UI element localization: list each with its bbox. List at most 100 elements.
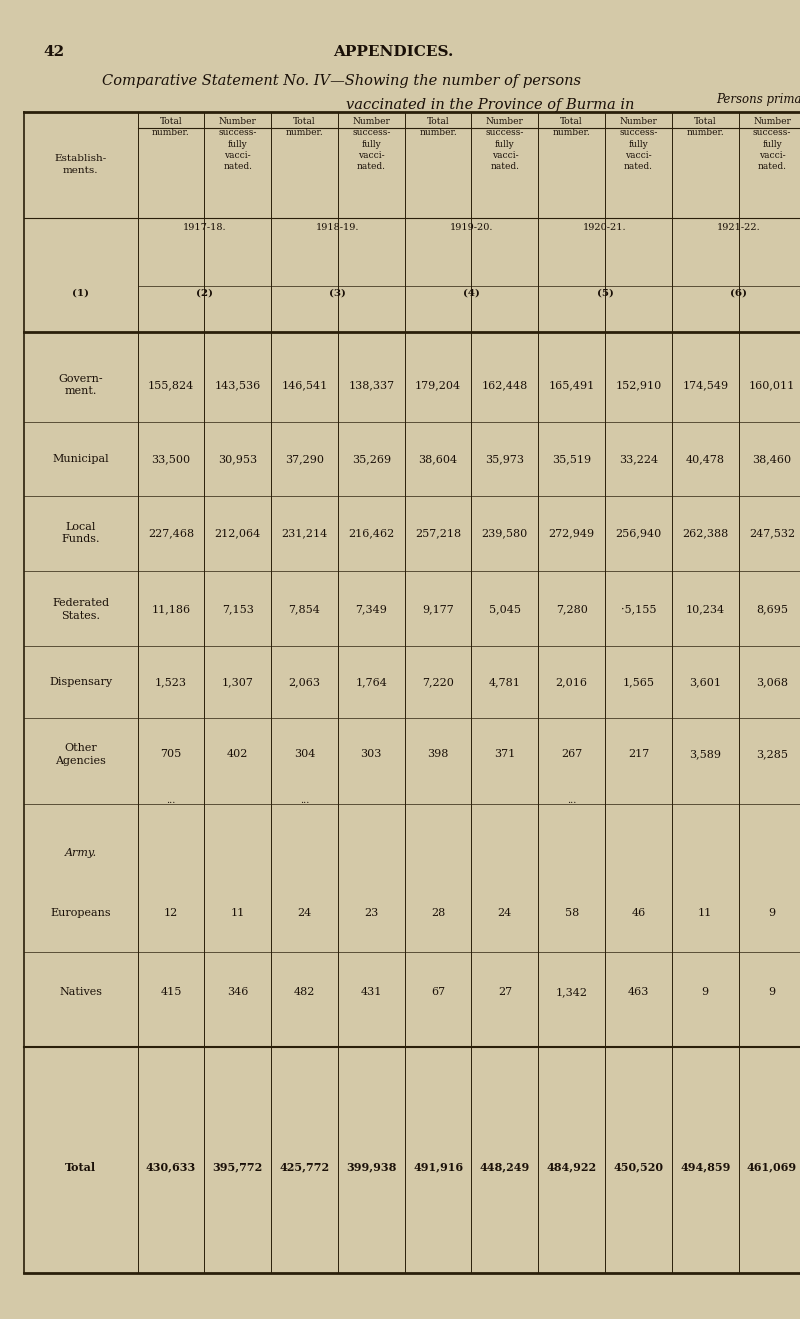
Text: 33,224: 33,224 — [619, 454, 658, 464]
Text: 482: 482 — [294, 987, 315, 997]
Text: 7,153: 7,153 — [222, 604, 254, 615]
Text: 461,069: 461,069 — [747, 1162, 797, 1173]
Text: Local
Funds.: Local Funds. — [62, 522, 100, 543]
Text: 430,633: 430,633 — [146, 1162, 196, 1173]
Text: 5,045: 5,045 — [489, 604, 521, 615]
Text: 23: 23 — [364, 907, 378, 918]
Text: 272,949: 272,949 — [549, 528, 594, 538]
Text: 212,064: 212,064 — [214, 528, 261, 538]
Text: APPENDICES.: APPENDICES. — [333, 45, 453, 59]
Text: 227,468: 227,468 — [148, 528, 194, 538]
Text: 152,910: 152,910 — [615, 380, 662, 390]
Text: 1917-18.: 1917-18. — [182, 223, 226, 232]
Text: Total
number.: Total number. — [152, 117, 190, 137]
Text: ...: ... — [567, 797, 576, 805]
Text: 1920-21.: 1920-21. — [583, 223, 627, 232]
Text: Federated
States.: Federated States. — [52, 599, 109, 620]
Text: 11: 11 — [698, 907, 712, 918]
Text: ·5,155: ·5,155 — [621, 604, 656, 615]
Text: 67: 67 — [431, 987, 445, 997]
Text: 2,063: 2,063 — [289, 677, 321, 687]
Text: 262,388: 262,388 — [682, 528, 728, 538]
Text: 1,565: 1,565 — [622, 677, 654, 687]
Text: 415: 415 — [160, 987, 182, 997]
Text: 402: 402 — [227, 749, 248, 760]
Text: Total: Total — [65, 1162, 96, 1173]
Text: 37,290: 37,290 — [285, 454, 324, 464]
Text: (2): (2) — [196, 289, 213, 298]
Text: ...: ... — [300, 797, 309, 805]
Text: Europeans: Europeans — [50, 907, 111, 918]
Text: 303: 303 — [361, 749, 382, 760]
Text: 7,349: 7,349 — [355, 604, 387, 615]
Text: Number
success-
fully
vacci-
nated.: Number success- fully vacci- nated. — [619, 117, 658, 170]
Text: 398: 398 — [427, 749, 449, 760]
Text: 7,854: 7,854 — [289, 604, 321, 615]
Text: 4,781: 4,781 — [489, 677, 521, 687]
Text: 9: 9 — [702, 987, 709, 997]
Text: 425,772: 425,772 — [279, 1162, 330, 1173]
Text: (6): (6) — [730, 289, 747, 298]
Text: 3,285: 3,285 — [756, 749, 788, 760]
Text: 11: 11 — [230, 907, 245, 918]
Text: Comparative Statement No. IV—Showing the number of persons: Comparative Statement No. IV—Showing the… — [102, 74, 581, 88]
Text: 1,523: 1,523 — [155, 677, 187, 687]
Text: 216,462: 216,462 — [348, 528, 394, 538]
Text: (3): (3) — [330, 289, 346, 298]
Text: 431: 431 — [361, 987, 382, 997]
Text: 1919-20.: 1919-20. — [450, 223, 494, 232]
Text: 40,478: 40,478 — [686, 454, 725, 464]
Text: 146,541: 146,541 — [282, 380, 328, 390]
Text: 7,220: 7,220 — [422, 677, 454, 687]
Text: 247,532: 247,532 — [749, 528, 795, 538]
Text: 160,011: 160,011 — [749, 380, 795, 390]
Text: 46: 46 — [631, 907, 646, 918]
Text: vaccinated in the Province of Burma in: vaccinated in the Province of Burma in — [346, 98, 634, 112]
Text: (5): (5) — [597, 289, 614, 298]
Text: Number
success-
fully
vacci-
nated.: Number success- fully vacci- nated. — [753, 117, 791, 170]
Text: 24: 24 — [498, 907, 512, 918]
Text: 38,604: 38,604 — [418, 454, 458, 464]
Text: 35,973: 35,973 — [486, 454, 524, 464]
Text: (1): (1) — [72, 289, 89, 298]
Text: 8,695: 8,695 — [756, 604, 788, 615]
Text: Army.: Army. — [65, 848, 97, 859]
Text: 2,016: 2,016 — [556, 677, 588, 687]
Text: 33,500: 33,500 — [151, 454, 190, 464]
Text: 267: 267 — [561, 749, 582, 760]
Text: Establish-
ments.: Establish- ments. — [54, 154, 106, 175]
Text: Number
success-
fully
vacci-
nated.: Number success- fully vacci- nated. — [486, 117, 524, 170]
Text: 217: 217 — [628, 749, 649, 760]
Text: Total
number.: Total number. — [553, 117, 590, 137]
Text: 3,068: 3,068 — [756, 677, 788, 687]
Text: 1921-22.: 1921-22. — [717, 223, 761, 232]
Text: 450,520: 450,520 — [614, 1162, 663, 1173]
Text: 35,269: 35,269 — [352, 454, 391, 464]
Text: 463: 463 — [628, 987, 649, 997]
Text: Number
success-
fully
vacci-
nated.: Number success- fully vacci- nated. — [218, 117, 257, 170]
Text: 3,601: 3,601 — [690, 677, 722, 687]
Text: 1,307: 1,307 — [222, 677, 254, 687]
Text: 346: 346 — [227, 987, 248, 997]
Text: 9: 9 — [769, 987, 775, 997]
Text: 27: 27 — [498, 987, 512, 997]
Text: 30,953: 30,953 — [218, 454, 258, 464]
Text: 491,916: 491,916 — [413, 1162, 463, 1173]
Text: 42: 42 — [43, 45, 64, 59]
Text: 231,214: 231,214 — [282, 528, 328, 538]
Text: ...: ... — [166, 797, 175, 805]
Text: 7,280: 7,280 — [556, 604, 587, 615]
Text: 162,448: 162,448 — [482, 380, 528, 390]
Text: Dispensary: Dispensary — [49, 677, 112, 687]
Text: 399,938: 399,938 — [346, 1162, 397, 1173]
Text: 705: 705 — [160, 749, 182, 760]
Text: (4): (4) — [463, 289, 480, 298]
Text: Other
Agencies: Other Agencies — [55, 744, 106, 765]
Text: 10,234: 10,234 — [686, 604, 725, 615]
Text: 494,859: 494,859 — [680, 1162, 730, 1173]
Text: 9,177: 9,177 — [422, 604, 454, 615]
Text: 179,204: 179,204 — [415, 380, 461, 390]
Text: Number
success-
fully
vacci-
nated.: Number success- fully vacci- nated. — [352, 117, 390, 170]
Text: 11,186: 11,186 — [151, 604, 190, 615]
Text: 138,337: 138,337 — [348, 380, 394, 390]
